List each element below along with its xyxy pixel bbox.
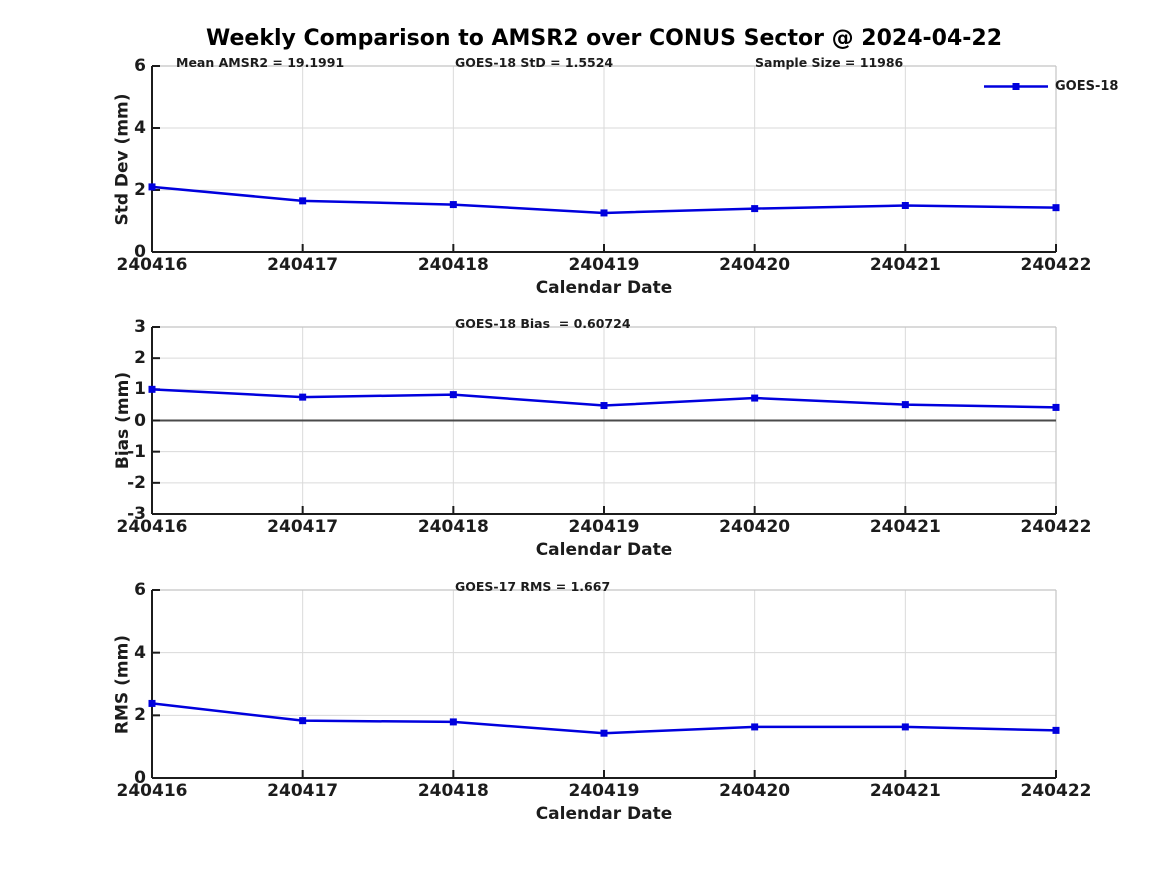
grid-lines <box>152 66 1057 252</box>
tick-marks <box>151 589 1057 779</box>
data-point-marker <box>600 402 608 410</box>
x-tick-label: 240421 <box>869 517 941 537</box>
y-tick-label: 6 <box>134 56 146 76</box>
y-tick-label: -2 <box>127 472 146 493</box>
y-tick-label: 4 <box>134 642 146 663</box>
x-tick-label: 240421 <box>869 255 941 275</box>
rms-plot-area <box>148 589 1060 779</box>
data-point-marker <box>901 202 909 209</box>
x-tick-label: 240417 <box>267 255 339 275</box>
grid-lines <box>152 590 1057 778</box>
data-point-marker <box>600 209 608 217</box>
data-point-marker <box>751 394 759 402</box>
x-tick-label: 240418 <box>417 781 489 801</box>
bias-x-axis-title: Calendar Date <box>535 540 673 560</box>
x-tick-label: 240422 <box>1020 517 1092 537</box>
annotation-goes17-rms: GOES-17 RMS = 1.667 <box>455 579 611 594</box>
x-tick-label: 240416 <box>116 255 188 275</box>
legend-line-marker-icon <box>984 83 1048 90</box>
x-tick-label: 240420 <box>719 781 791 801</box>
data-point-marker <box>148 183 156 191</box>
y-tick-label: -3 <box>127 504 146 524</box>
rms-y-axis-title: RMS (mm) <box>112 634 133 734</box>
annotation-sample-size: Sample Size = 11986 <box>755 55 904 70</box>
legend: GOES-18 <box>984 79 1118 94</box>
tick-marks <box>151 326 1057 515</box>
x-tick-label: 240417 <box>267 517 339 537</box>
x-tick-label: 240418 <box>417 255 489 275</box>
data-point-marker <box>751 205 759 213</box>
x-tick-label: 240418 <box>417 517 489 537</box>
y-tick-label: 0 <box>134 242 146 262</box>
y-tick-label: -1 <box>127 441 146 462</box>
x-tick-label: 240421 <box>869 781 941 801</box>
x-tick-label: 240422 <box>1020 781 1092 801</box>
figure-title: Weekly Comparison to AMSR2 over CONUS Se… <box>206 26 1002 51</box>
y-tick-label: 1 <box>134 379 146 400</box>
annotation-mean-amsr2: Mean AMSR2 = 19.1991 <box>176 55 345 70</box>
data-point-marker <box>1052 726 1060 734</box>
data-point-marker <box>901 401 909 409</box>
bias-plot-area <box>148 326 1060 515</box>
stddev-y-axis-title: Std Dev (mm) <box>112 92 133 226</box>
data-point-marker <box>1052 204 1060 212</box>
tick-marks <box>151 65 1057 253</box>
rms-x-axis-title: Calendar Date <box>535 804 673 824</box>
annotation-goes18-bias: GOES-18 Bias = 0.60724 <box>455 316 631 331</box>
data-point-marker <box>1052 403 1060 411</box>
data-point-marker <box>600 729 608 737</box>
stddev-x-axis-title: Calendar Date <box>535 278 673 298</box>
stddev-plot-area <box>148 65 1060 253</box>
data-point-marker <box>299 393 307 401</box>
data-point-marker <box>449 391 457 399</box>
x-tick-label: 240419 <box>568 517 640 537</box>
x-tick-label: 240416 <box>116 517 188 537</box>
x-tick-label: 240422 <box>1020 255 1092 275</box>
data-point-marker <box>148 699 156 707</box>
y-tick-label: 2 <box>134 180 146 200</box>
y-tick-label: 3 <box>134 317 146 337</box>
x-tick-label: 240419 <box>568 255 640 275</box>
data-point-marker <box>449 718 457 726</box>
y-tick-label: 6 <box>134 580 146 600</box>
data-point-marker <box>751 723 759 731</box>
data-point-marker <box>901 723 909 731</box>
y-tick-label: 2 <box>134 705 146 726</box>
y-tick-label: 0 <box>134 410 146 431</box>
data-point-marker <box>299 197 307 205</box>
x-tick-label: 240419 <box>568 781 640 801</box>
x-tick-label: 240417 <box>267 781 339 801</box>
annotation-goes18-std: GOES-18 StD = 1.5524 <box>455 55 614 70</box>
data-point-marker <box>299 717 307 725</box>
y-tick-label: 4 <box>134 118 146 138</box>
y-tick-label: 2 <box>134 348 146 369</box>
data-point-marker <box>148 385 156 393</box>
legend-label: GOES-18 <box>1055 79 1119 94</box>
x-tick-label: 240420 <box>719 517 791 537</box>
x-tick-label: 240416 <box>116 781 188 801</box>
data-point-marker <box>449 201 457 209</box>
x-tick-label: 240420 <box>719 255 791 275</box>
y-tick-label: 0 <box>134 768 146 788</box>
